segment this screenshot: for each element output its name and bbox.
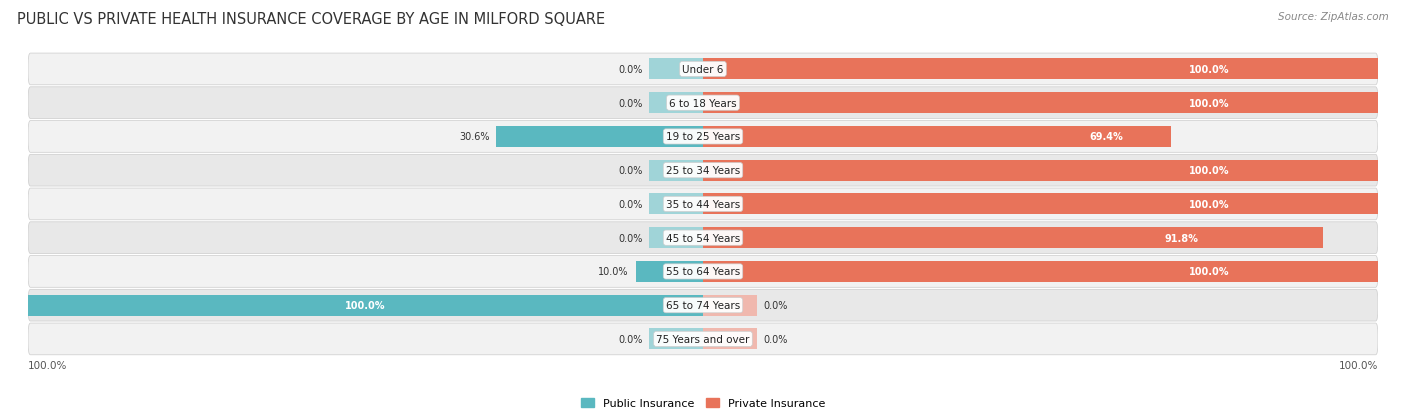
FancyBboxPatch shape [28, 88, 1378, 119]
Text: 91.8%: 91.8% [1164, 233, 1198, 243]
Text: 0.0%: 0.0% [617, 334, 643, 344]
Text: 0.0%: 0.0% [617, 98, 643, 109]
Text: 65 to 74 Years: 65 to 74 Years [666, 300, 740, 311]
FancyBboxPatch shape [28, 121, 1378, 153]
Text: 69.4%: 69.4% [1090, 132, 1123, 142]
Text: 0.0%: 0.0% [617, 233, 643, 243]
Legend: Public Insurance, Private Insurance: Public Insurance, Private Insurance [576, 393, 830, 413]
Bar [703, 93, 1378, 114]
Text: 0.0%: 0.0% [617, 65, 643, 75]
Bar [636, 261, 703, 282]
Text: Under 6: Under 6 [682, 65, 724, 75]
Text: 100.0%: 100.0% [1189, 267, 1229, 277]
Bar [703, 160, 1378, 181]
Text: 100.0%: 100.0% [1339, 360, 1378, 370]
FancyBboxPatch shape [28, 323, 1378, 355]
Text: 100.0%: 100.0% [1189, 65, 1229, 75]
Text: 25 to 34 Years: 25 to 34 Years [666, 166, 740, 176]
Text: 10.0%: 10.0% [599, 267, 628, 277]
Bar [703, 228, 1323, 249]
Bar [703, 329, 756, 349]
Text: 100.0%: 100.0% [346, 300, 385, 311]
Text: 6 to 18 Years: 6 to 18 Years [669, 98, 737, 109]
Text: Source: ZipAtlas.com: Source: ZipAtlas.com [1278, 12, 1389, 22]
Bar [703, 127, 1171, 147]
FancyBboxPatch shape [28, 155, 1378, 187]
Bar [703, 194, 1378, 215]
Bar [703, 59, 1378, 80]
Text: 30.6%: 30.6% [460, 132, 489, 142]
FancyBboxPatch shape [28, 54, 1378, 85]
Text: 0.0%: 0.0% [763, 334, 789, 344]
Text: 100.0%: 100.0% [1189, 199, 1229, 209]
Text: 45 to 54 Years: 45 to 54 Years [666, 233, 740, 243]
Bar [703, 261, 1378, 282]
Text: 100.0%: 100.0% [28, 360, 67, 370]
Text: PUBLIC VS PRIVATE HEALTH INSURANCE COVERAGE BY AGE IN MILFORD SQUARE: PUBLIC VS PRIVATE HEALTH INSURANCE COVER… [17, 12, 605, 27]
Bar [650, 329, 703, 349]
Text: 75 Years and over: 75 Years and over [657, 334, 749, 344]
Text: 19 to 25 Years: 19 to 25 Years [666, 132, 740, 142]
Bar [703, 295, 756, 316]
Text: 100.0%: 100.0% [1189, 98, 1229, 109]
Text: 0.0%: 0.0% [617, 166, 643, 176]
Bar [650, 228, 703, 249]
Text: 35 to 44 Years: 35 to 44 Years [666, 199, 740, 209]
Text: 0.0%: 0.0% [617, 199, 643, 209]
Text: 0.0%: 0.0% [763, 300, 789, 311]
Bar [650, 59, 703, 80]
Bar [496, 127, 703, 147]
Bar [650, 93, 703, 114]
FancyBboxPatch shape [28, 222, 1378, 254]
FancyBboxPatch shape [28, 189, 1378, 220]
Bar [28, 295, 703, 316]
Text: 55 to 64 Years: 55 to 64 Years [666, 267, 740, 277]
FancyBboxPatch shape [28, 256, 1378, 287]
Bar [650, 160, 703, 181]
Text: 100.0%: 100.0% [1189, 166, 1229, 176]
FancyBboxPatch shape [28, 290, 1378, 321]
Bar [650, 194, 703, 215]
